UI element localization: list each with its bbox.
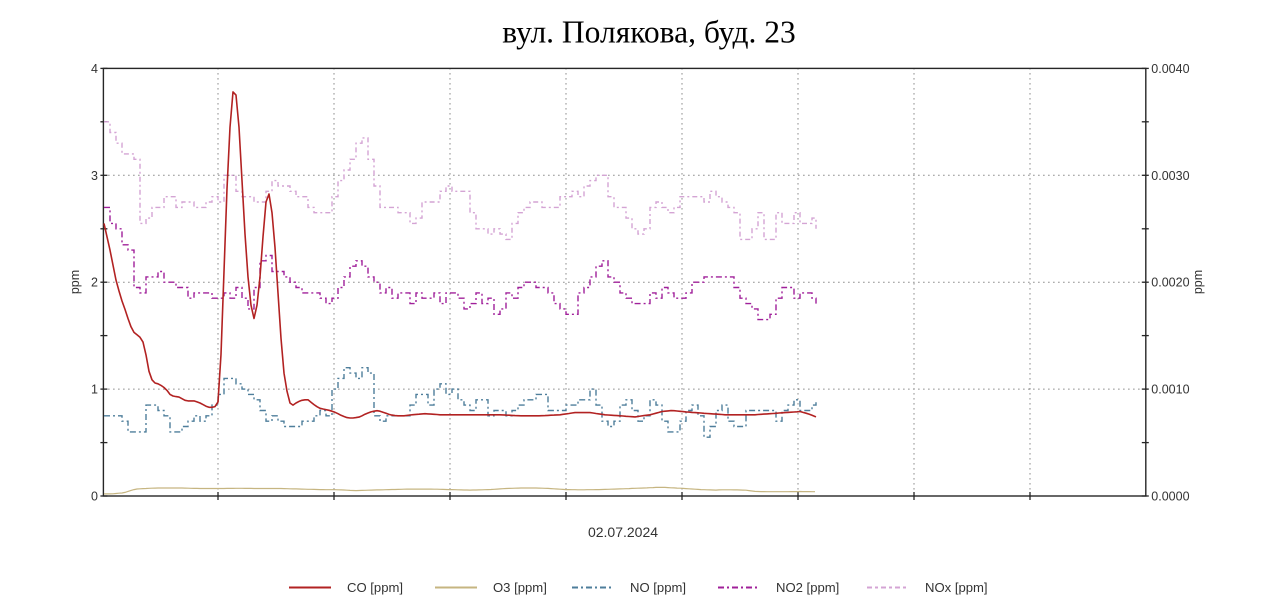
- svg-text:1: 1: [91, 383, 98, 397]
- svg-text:4: 4: [91, 62, 98, 76]
- svg-text:O3 [ppm]: O3 [ppm]: [493, 580, 547, 595]
- svg-text:2: 2: [91, 276, 98, 290]
- svg-text:0.0000: 0.0000: [1151, 490, 1189, 504]
- svg-text:3: 3: [91, 169, 98, 183]
- svg-text:02.07.2024: 02.07.2024: [588, 524, 658, 540]
- svg-text:NO [ppm]: NO [ppm]: [630, 580, 686, 595]
- svg-text:вул. Полякова, буд. 23: вул. Полякова, буд. 23: [502, 15, 795, 50]
- svg-text:0.0030: 0.0030: [1151, 169, 1189, 183]
- svg-text:ppm: ppm: [68, 270, 82, 294]
- svg-text:ppm: ppm: [1191, 270, 1205, 294]
- svg-text:0: 0: [91, 490, 98, 504]
- svg-text:NOx [ppm]: NOx [ppm]: [925, 580, 988, 595]
- svg-text:0.0040: 0.0040: [1151, 62, 1189, 76]
- svg-text:0.0010: 0.0010: [1151, 383, 1189, 397]
- svg-text:CO [ppm]: CO [ppm]: [347, 580, 403, 595]
- svg-text:0.0020: 0.0020: [1151, 276, 1189, 290]
- svg-text:NO2 [ppm]: NO2 [ppm]: [776, 580, 839, 595]
